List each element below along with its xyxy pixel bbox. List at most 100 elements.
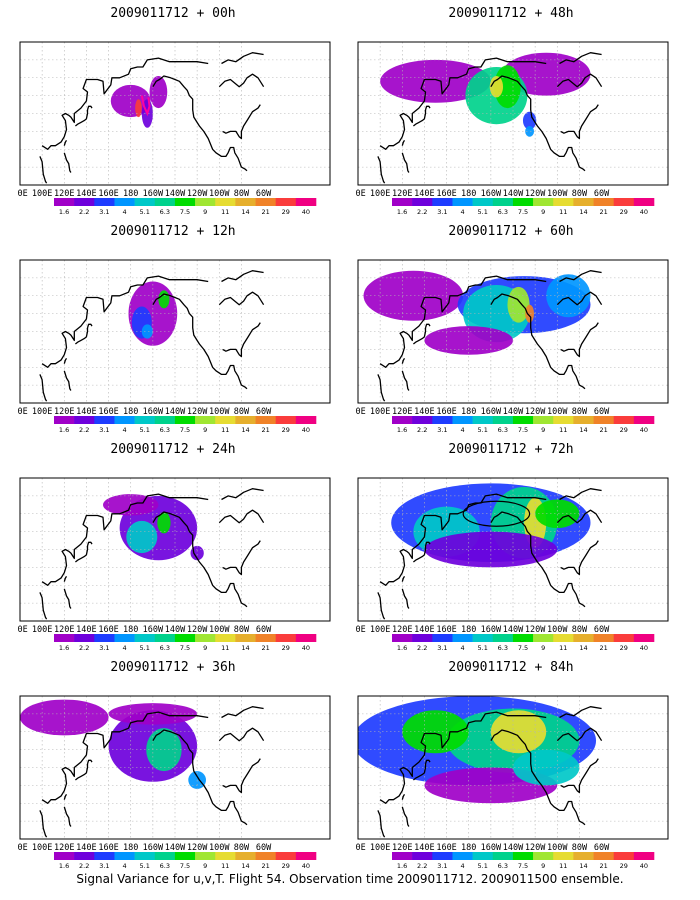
colorbar-label: 11 xyxy=(559,426,567,434)
colorbar-swatch xyxy=(235,852,256,860)
colorbar-label: 4 xyxy=(122,208,126,216)
colorbar-swatch xyxy=(613,416,635,424)
colorbar-label: 2.2 xyxy=(79,862,89,870)
lon-tick-label: 160W xyxy=(481,189,502,199)
colorbar-label: 14 xyxy=(241,208,249,216)
lon-tick-label: 140E xyxy=(414,407,434,417)
lon-tick-label: 120E xyxy=(54,843,74,853)
colorbar-swatch xyxy=(412,634,433,642)
lon-tick-label: 120W xyxy=(187,189,208,199)
colorbar-swatch xyxy=(94,416,115,424)
colorbar-label: 3.1 xyxy=(99,208,109,216)
colorbar-swatch xyxy=(195,416,216,424)
colorbar-label: 7.5 xyxy=(518,208,528,216)
colorbar-swatch xyxy=(295,634,317,642)
lon-tick-label: 100E xyxy=(370,189,390,199)
shading-blob xyxy=(146,728,182,772)
colorbar-label: 29 xyxy=(620,862,628,870)
colorbar-label: 4 xyxy=(122,644,126,652)
lon-tick-label: 100E xyxy=(32,625,52,635)
map-svg: EQ10N20N30N40N50N60N70N80N80E100E120E140… xyxy=(18,41,331,216)
colorbar-label: 9 xyxy=(203,644,207,652)
shading-blob xyxy=(489,75,504,98)
shading-blob xyxy=(494,65,521,109)
colorbar-swatch xyxy=(154,852,176,860)
lon-tick-label: 180 xyxy=(123,843,138,853)
colorbar-label: 40 xyxy=(302,862,310,870)
colorbar-label: 4 xyxy=(460,426,464,434)
colorbar-swatch xyxy=(174,198,196,206)
lon-tick-label: 160E xyxy=(98,189,118,199)
colorbar-label: 1.6 xyxy=(397,644,407,652)
colorbar-label: 1.6 xyxy=(397,208,407,216)
shading-blob xyxy=(525,304,535,323)
colorbar-label: 4 xyxy=(460,644,464,652)
colorbar-swatch xyxy=(114,416,135,424)
colorbar-swatch xyxy=(295,852,317,860)
map-svg: EQ10N20N30N40N50N60N70N80N80E100E120E140… xyxy=(18,259,331,434)
map-svg: EQ10N20N30N40N50N60N70N80N80E100E120E140… xyxy=(356,259,669,434)
lon-tick-label: 140E xyxy=(76,843,96,853)
lon-tick-label: 80W xyxy=(572,625,588,635)
colorbar-label: 7.5 xyxy=(518,862,528,870)
colorbar-label: 14 xyxy=(579,862,587,870)
colorbar-swatch xyxy=(553,852,574,860)
highlight-circle xyxy=(462,500,531,527)
lon-tick-label: 180 xyxy=(461,407,476,417)
colorbar-swatch xyxy=(215,198,236,206)
lon-tick-label: 80E xyxy=(356,407,366,417)
colorbar-swatch xyxy=(492,634,514,642)
lon-tick-label: 80E xyxy=(356,625,366,635)
lon-tick-label: 120E xyxy=(54,625,74,635)
lon-tick-label: 100E xyxy=(370,407,390,417)
colorbar-label: 40 xyxy=(302,208,310,216)
lon-tick-label: 100E xyxy=(370,625,390,635)
panel-84h: 2009011712 + 84h EQ10N20N30N40N50N60N70N… xyxy=(356,660,688,872)
lon-tick-label: 120E xyxy=(392,189,412,199)
lon-tick-label: 80W xyxy=(234,843,250,853)
colorbar-swatch xyxy=(74,634,95,642)
lon-tick-label: 120E xyxy=(392,625,412,635)
colorbar-swatch xyxy=(74,852,95,860)
colorbar-label: 40 xyxy=(302,426,310,434)
colorbar-swatch xyxy=(134,852,156,860)
lon-tick-label: 140W xyxy=(165,407,186,417)
colorbar-swatch xyxy=(432,416,453,424)
colorbar-label: 11 xyxy=(559,208,567,216)
colorbar-swatch xyxy=(174,634,196,642)
colorbar-label: 21 xyxy=(599,208,607,216)
colorbar-swatch xyxy=(613,198,635,206)
lon-tick-label: 80E xyxy=(18,843,28,853)
colorbar-swatch xyxy=(154,634,176,642)
colorbar-swatch xyxy=(412,852,433,860)
lon-tick-label: 140E xyxy=(76,407,96,417)
lon-tick-label: 140W xyxy=(503,625,524,635)
colorbar-swatch xyxy=(633,634,655,642)
panel-title: 2009011712 + 72h xyxy=(448,442,574,457)
lon-tick-label: 140W xyxy=(165,189,186,199)
colorbar-swatch xyxy=(235,416,256,424)
map-00h: EQ10N20N30N40N50N60N70N80N80E100E120E140… xyxy=(18,32,350,218)
colorbar-label: 3.1 xyxy=(437,644,447,652)
lon-tick-label: 180 xyxy=(461,625,476,635)
panel-36h: 2009011712 + 36h EQ10N20N30N40N50N60N70N… xyxy=(18,660,350,872)
colorbar-label: 6.3 xyxy=(160,208,170,216)
colorbar-swatch xyxy=(492,416,514,424)
colorbar-label: 11 xyxy=(221,208,229,216)
map-60h: EQ10N20N30N40N50N60N70N80N80E100E120E140… xyxy=(356,250,688,436)
colorbar-label: 6.3 xyxy=(498,644,508,652)
colorbar-swatch xyxy=(593,634,614,642)
panel-72h: 2009011712 + 72h EQ10N20N30N40N50N60N70N… xyxy=(356,442,688,654)
lon-tick-label: 120E xyxy=(54,407,74,417)
lon-tick-label: 100W xyxy=(547,189,568,199)
lon-tick-label: 140W xyxy=(165,625,186,635)
colorbar-label: 3.1 xyxy=(437,208,447,216)
lon-tick-label: 80E xyxy=(356,189,366,199)
lon-tick-label: 140W xyxy=(503,407,524,417)
colorbar-label: 3.1 xyxy=(437,862,447,870)
colorbar-label: 6.3 xyxy=(498,426,508,434)
lon-tick-label: 140W xyxy=(165,843,186,853)
colorbar-swatch xyxy=(74,198,95,206)
colorbar-label: 11 xyxy=(221,862,229,870)
lon-tick-label: 80E xyxy=(18,189,28,199)
